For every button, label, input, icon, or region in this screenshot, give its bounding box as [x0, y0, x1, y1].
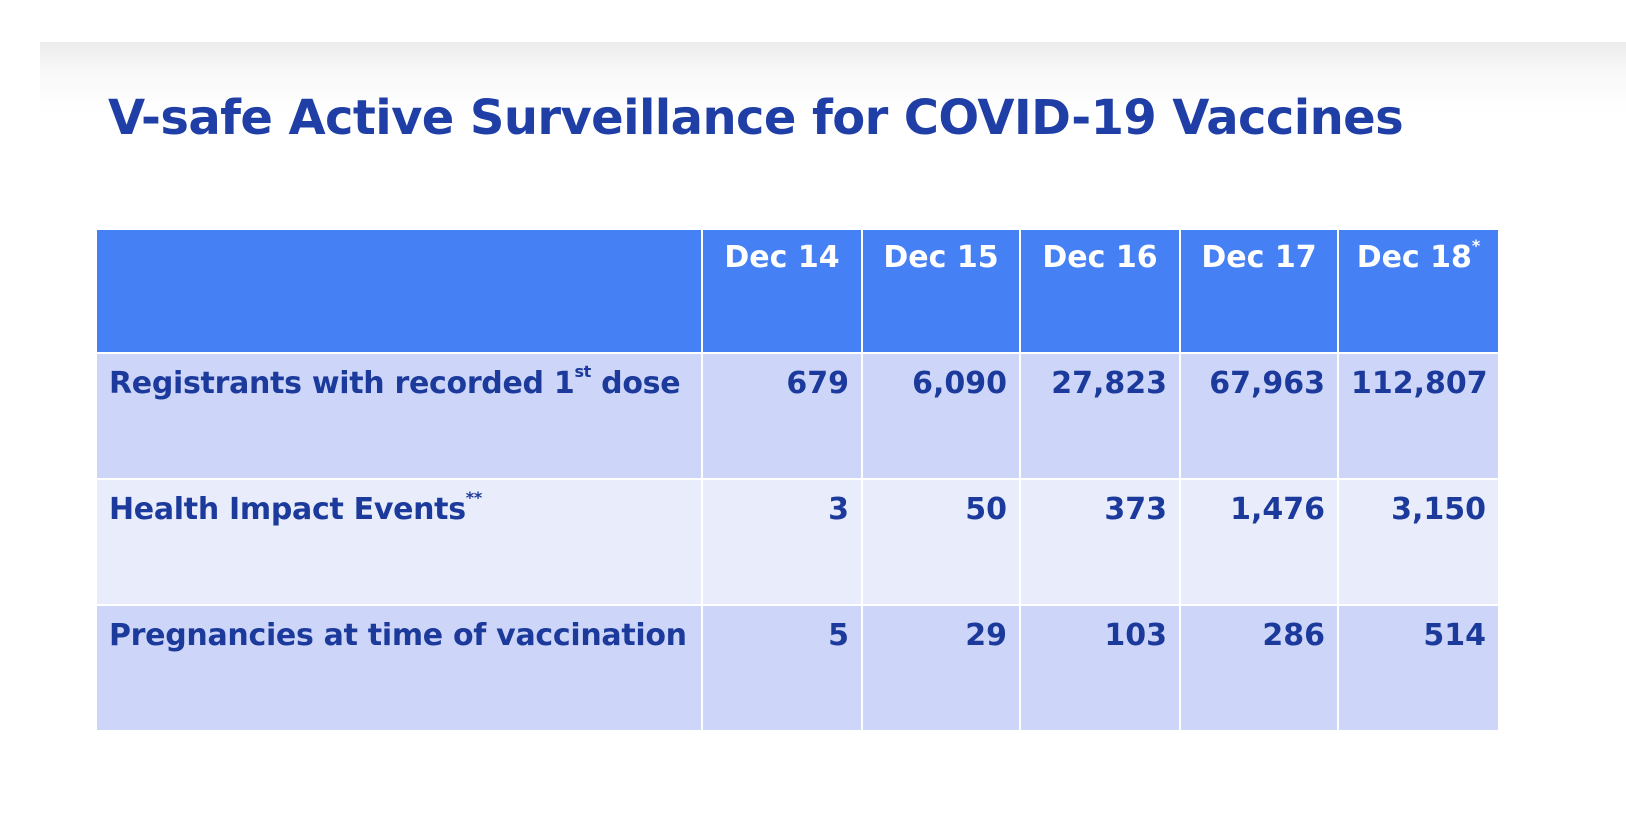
table-cell: 5 — [701, 604, 863, 732]
column-header-dec-18: Dec 18* — [1337, 228, 1500, 354]
column-header-label: Dec 15 — [883, 240, 999, 275]
column-header-label: Dec 14 — [724, 240, 840, 275]
row-label-superscript: ** — [465, 488, 482, 507]
slide: V-safe Active Surveillance for COVID-19 … — [40, 42, 1626, 830]
table-row-health-impact-events: Health Impact Events** 3 50 373 1,476 3,… — [95, 478, 1500, 606]
table-cell: 6,090 — [861, 352, 1021, 480]
column-header-dec-17: Dec 17 — [1179, 228, 1339, 354]
column-header-label: Dec 18 — [1356, 240, 1472, 275]
row-label: Pregnancies at time of vaccination — [95, 604, 703, 732]
surveillance-table: Dec 14 Dec 15 Dec 16 Dec 17 Dec 18* Regi… — [95, 228, 1500, 732]
table-cell: 679 — [701, 352, 863, 480]
table-cell: 3,150 — [1337, 478, 1500, 606]
slide-title: V-safe Active Surveillance for COVID-19 … — [108, 90, 1404, 146]
table-cell: 3 — [701, 478, 863, 606]
table-cell: 50 — [861, 478, 1021, 606]
table-cell: 373 — [1019, 478, 1181, 606]
table-cell: 103 — [1019, 604, 1181, 732]
row-label-text: Health Impact Events — [109, 492, 466, 527]
column-header-dec-15: Dec 15 — [861, 228, 1021, 354]
row-label-text-suffix: dose — [591, 366, 681, 401]
table-header-row: Dec 14 Dec 15 Dec 16 Dec 17 Dec 18* — [95, 228, 1500, 354]
column-header-mark: * — [1471, 236, 1481, 255]
column-header-dec-16: Dec 16 — [1019, 228, 1181, 354]
table-cell: 514 — [1337, 604, 1500, 732]
column-header-label: Dec 16 — [1042, 240, 1158, 275]
table-cell: 29 — [861, 604, 1021, 732]
row-label-superscript: st — [574, 362, 592, 381]
table-cell: 286 — [1179, 604, 1339, 732]
table-row-pregnancies: Pregnancies at time of vaccination 5 29 … — [95, 604, 1500, 732]
table-cell: 27,823 — [1019, 352, 1181, 480]
row-label-text: Pregnancies at time of vaccination — [109, 618, 687, 653]
table-cell: 1,476 — [1179, 478, 1339, 606]
column-header-label: Dec 17 — [1201, 240, 1317, 275]
row-label-text: Registrants with recorded 1 — [109, 366, 575, 401]
table-row-registrants: Registrants with recorded 1st dose 679 6… — [95, 352, 1500, 480]
table-cell: 112,807 — [1337, 352, 1500, 480]
row-label: Registrants with recorded 1st dose — [95, 352, 703, 480]
table-cell: 67,963 — [1179, 352, 1339, 480]
corner-header — [95, 228, 703, 354]
column-header-dec-14: Dec 14 — [701, 228, 863, 354]
row-label: Health Impact Events** — [95, 478, 703, 606]
